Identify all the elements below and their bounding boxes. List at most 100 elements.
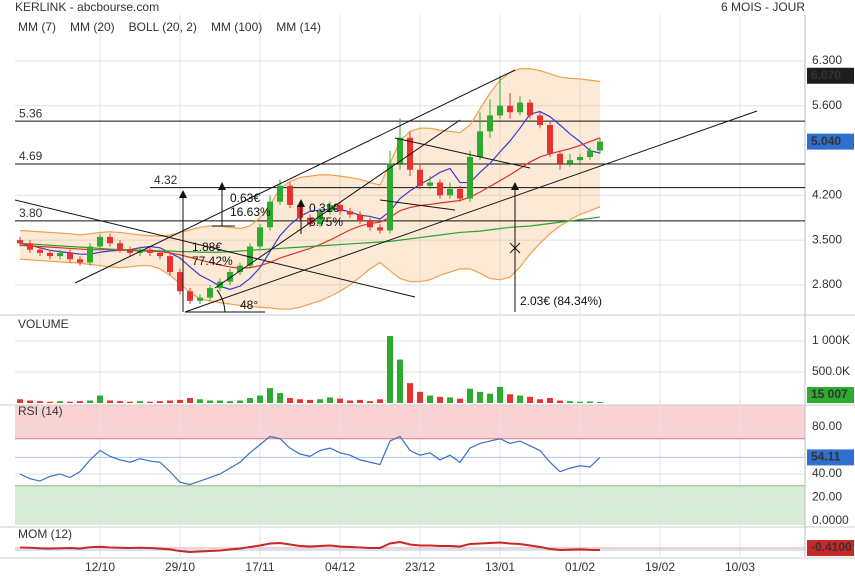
volume-bar xyxy=(67,401,73,403)
ma-line xyxy=(19,216,601,253)
level-label: 5.36 xyxy=(19,106,43,120)
volume-bar xyxy=(327,397,333,403)
annotation: 16.63% xyxy=(230,205,271,219)
candle-body xyxy=(457,188,463,199)
candle-body xyxy=(557,153,563,164)
volume-bar xyxy=(237,400,243,403)
legend-entry: MM (20) xyxy=(70,20,115,34)
candle-body xyxy=(167,256,173,273)
y-tick-label: 0.0000 xyxy=(812,513,849,527)
candle-body xyxy=(47,252,53,257)
candle-body xyxy=(97,236,103,247)
volume-bar xyxy=(177,399,183,403)
candle-body xyxy=(307,217,313,225)
volume-bar xyxy=(377,399,383,403)
candle-body xyxy=(17,240,23,244)
volume-bar xyxy=(407,383,413,403)
legend-entry: MM (7) xyxy=(18,20,56,34)
candle-body xyxy=(517,102,523,113)
trend-line xyxy=(214,119,461,289)
value-badge xyxy=(807,449,854,466)
volume-bar xyxy=(47,401,53,403)
arrow-head xyxy=(218,182,226,190)
volume-bar xyxy=(257,395,263,403)
y-tick-label: 40.00 xyxy=(812,466,842,480)
volume-bar xyxy=(567,401,573,403)
value-badge-label: 6.070 xyxy=(811,68,841,82)
y-tick-label: 6.300 xyxy=(812,53,842,67)
x-tick-label: 17/11 xyxy=(245,560,274,574)
volume-bar xyxy=(127,401,133,403)
volume-bar xyxy=(217,400,223,403)
volume-bar xyxy=(397,359,403,403)
panel-title: VOLUME xyxy=(18,317,69,331)
x-tick-label: 23/12 xyxy=(405,560,435,574)
volume-bar xyxy=(207,400,213,403)
volume-bar xyxy=(427,395,433,403)
value-badge xyxy=(807,540,854,556)
candle-body xyxy=(427,182,433,186)
candle-body xyxy=(177,272,183,292)
candle-body xyxy=(367,220,373,228)
candle-body xyxy=(537,115,543,125)
volume-bar xyxy=(447,397,453,403)
value-badge xyxy=(807,387,854,403)
volume-bar xyxy=(357,399,363,403)
y-tick-label: 20.00 xyxy=(812,490,842,504)
candle-body xyxy=(77,259,83,263)
volume-bar xyxy=(227,401,233,403)
volume-bar xyxy=(457,398,463,403)
candle-body xyxy=(237,265,243,273)
candle-body xyxy=(597,141,603,151)
candle-body xyxy=(357,214,363,221)
trend-lines xyxy=(15,69,758,313)
candle-body xyxy=(187,291,193,301)
legend-entry: MM (14) xyxy=(276,20,321,34)
x-tick-label: 29/10 xyxy=(165,560,195,574)
volume-bar xyxy=(117,401,123,403)
angle-arc xyxy=(216,289,226,313)
candle-body xyxy=(447,188,453,196)
candle-body xyxy=(437,182,443,196)
candle-body xyxy=(567,160,573,164)
candle-body xyxy=(37,249,43,253)
level-label: 4.69 xyxy=(19,149,43,163)
volume-bar xyxy=(57,401,63,403)
candle-body xyxy=(417,169,423,186)
volume-bar xyxy=(557,400,563,403)
ma-line xyxy=(19,68,601,237)
candle-body xyxy=(337,204,343,212)
legend-entry: BOLL (20, 2) xyxy=(129,20,197,34)
y-tick-label: 1 000K xyxy=(812,333,850,347)
ma-line xyxy=(19,206,601,310)
y-tick-label: 500.0K xyxy=(812,364,850,378)
candle-body xyxy=(87,246,93,263)
volume-bar xyxy=(417,391,423,403)
x-tick-label: 12/10 xyxy=(85,560,115,574)
volume-bar xyxy=(287,398,293,403)
value-badge xyxy=(807,133,854,150)
volume-bar xyxy=(337,398,343,403)
x-tick-label: 13/01 xyxy=(485,560,515,574)
candle-body xyxy=(577,156,583,161)
value-badge-label: 5.040 xyxy=(811,134,841,148)
volume-bar xyxy=(147,401,153,403)
volume-bar xyxy=(37,401,43,403)
candle-body xyxy=(547,124,553,154)
level-label: 4.32 xyxy=(154,173,178,187)
candle-body xyxy=(207,288,213,298)
volume-bar xyxy=(537,399,543,403)
candle-body xyxy=(527,102,533,116)
volume-bar xyxy=(317,399,323,403)
x-tick-label: 04/12 xyxy=(325,560,355,574)
zone xyxy=(15,485,805,525)
zone xyxy=(15,405,805,439)
panel-title: KERLINK - abcbourse.com xyxy=(15,0,159,14)
volume-bar xyxy=(507,394,513,403)
candle-body xyxy=(317,211,323,225)
trend-line xyxy=(15,199,416,298)
candle-body xyxy=(157,252,163,257)
candle-body xyxy=(257,227,263,247)
value-badge-label: 15 007 xyxy=(811,387,848,401)
panel-title: RSI (14) xyxy=(18,404,63,418)
